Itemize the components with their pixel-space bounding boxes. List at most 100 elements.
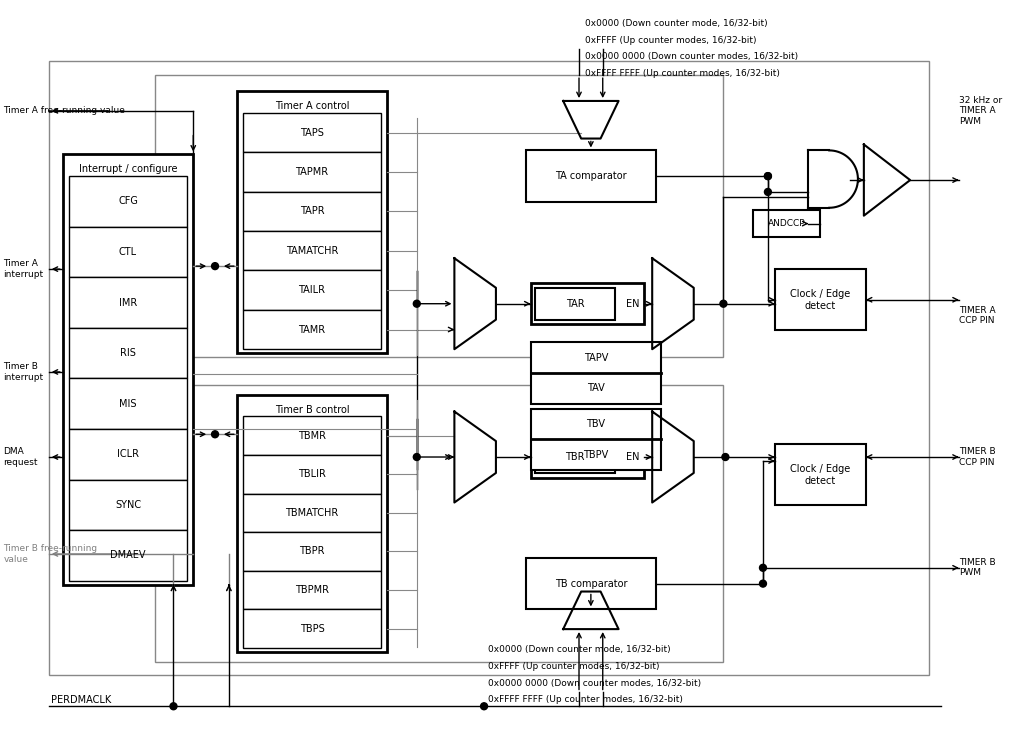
Circle shape — [765, 188, 772, 195]
Bar — [242, 532, 381, 570]
Text: ICLR: ICLR — [117, 449, 139, 459]
Text: TBPR: TBPR — [299, 546, 324, 556]
Bar — [69, 429, 187, 480]
Bar — [535, 288, 615, 319]
Text: TAV: TAV — [587, 383, 605, 393]
Bar — [530, 436, 644, 478]
Bar — [236, 91, 387, 353]
Text: 0x0000 (Down counter mode, 16/32-bit): 0x0000 (Down counter mode, 16/32-bit) — [488, 645, 671, 654]
Text: MIS: MIS — [119, 399, 136, 408]
Circle shape — [765, 173, 772, 180]
Text: EN: EN — [625, 452, 639, 462]
Bar — [530, 408, 662, 470]
Bar — [69, 277, 187, 328]
Bar — [753, 210, 820, 238]
Text: TAMATCHR: TAMATCHR — [286, 246, 338, 255]
Bar — [155, 75, 723, 357]
Bar — [155, 385, 723, 662]
Bar — [242, 270, 381, 310]
Text: Clock / Edge
detect: Clock / Edge detect — [790, 289, 850, 311]
Text: Timer A free-running value: Timer A free-running value — [3, 106, 125, 116]
Text: TBPV: TBPV — [583, 450, 608, 459]
Text: 0xFFFF FFFF (Up counter modes, 16/32-bit): 0xFFFF FFFF (Up counter modes, 16/32-bit… — [488, 696, 683, 704]
Text: Timer A control: Timer A control — [275, 101, 349, 111]
Text: Timer B control: Timer B control — [275, 405, 349, 414]
Text: TAPMR: TAPMR — [295, 167, 328, 177]
Circle shape — [481, 703, 488, 710]
Bar — [69, 176, 187, 227]
Circle shape — [413, 300, 420, 307]
Bar — [530, 283, 644, 325]
Text: RIS: RIS — [120, 348, 136, 358]
Text: IMR: IMR — [119, 297, 137, 308]
Circle shape — [722, 453, 729, 461]
Text: TBPMR: TBPMR — [295, 585, 329, 595]
Bar — [242, 231, 381, 270]
Circle shape — [720, 300, 727, 307]
Text: TIMER B
CCP PIN: TIMER B CCP PIN — [958, 447, 996, 467]
Bar — [69, 480, 187, 530]
Text: 0xFFFF (Up counter modes, 16/32-bit): 0xFFFF (Up counter modes, 16/32-bit) — [488, 662, 660, 670]
Circle shape — [413, 453, 420, 461]
Text: 32 kHz or
TIMER A
PWM: 32 kHz or TIMER A PWM — [958, 96, 1002, 126]
Text: ANDCCP: ANDCCP — [768, 219, 806, 228]
Text: EN: EN — [625, 299, 639, 308]
Bar — [525, 150, 656, 202]
Bar — [242, 191, 381, 231]
Bar — [242, 113, 381, 152]
Bar — [242, 152, 381, 191]
Bar — [242, 417, 381, 455]
Text: CFG: CFG — [118, 197, 138, 206]
Text: Timer B free-running
value: Timer B free-running value — [3, 544, 98, 564]
Text: 0x0000 (Down counter mode, 16/32-bit): 0x0000 (Down counter mode, 16/32-bit) — [585, 19, 768, 28]
Text: TBR: TBR — [566, 452, 585, 462]
Bar — [535, 441, 615, 473]
Bar — [242, 455, 381, 494]
Bar — [69, 530, 187, 581]
Text: TBV: TBV — [587, 419, 605, 429]
Text: TA comparator: TA comparator — [556, 171, 626, 181]
Bar — [242, 570, 381, 609]
Text: TAPR: TAPR — [300, 206, 324, 216]
Circle shape — [765, 173, 772, 180]
Text: PERDMACLK: PERDMACLK — [50, 696, 111, 705]
Bar — [242, 310, 381, 349]
Circle shape — [211, 431, 218, 438]
Bar — [775, 444, 866, 506]
Circle shape — [760, 565, 767, 571]
Text: DMA
request: DMA request — [3, 447, 37, 467]
Bar — [63, 155, 193, 584]
Bar — [525, 558, 656, 609]
Text: TBLIR: TBLIR — [298, 470, 326, 479]
Text: TBMATCHR: TBMATCHR — [286, 508, 338, 518]
Bar — [242, 609, 381, 648]
Text: 0xFFFF FFFF (Up counter modes, 16/32-bit): 0xFFFF FFFF (Up counter modes, 16/32-bit… — [585, 69, 780, 78]
Text: Timer A
interrupt: Timer A interrupt — [3, 259, 43, 279]
Text: 0x0000 0000 (Down counter modes, 16/32-bit): 0x0000 0000 (Down counter modes, 16/32-b… — [488, 679, 701, 687]
Circle shape — [760, 580, 767, 587]
Text: TBMR: TBMR — [298, 431, 326, 441]
Bar — [69, 227, 187, 277]
Text: CTL: CTL — [119, 247, 137, 257]
Text: TAPV: TAPV — [584, 353, 608, 363]
Text: DMAEV: DMAEV — [110, 551, 145, 560]
Text: TAILR: TAILR — [299, 285, 325, 295]
Circle shape — [211, 263, 218, 269]
Text: TAMR: TAMR — [298, 325, 325, 334]
Text: TBPS: TBPS — [300, 623, 324, 634]
Bar — [530, 342, 662, 403]
Text: TAR: TAR — [566, 299, 585, 308]
Text: 0xFFFF (Up counter modes, 16/32-bit): 0xFFFF (Up counter modes, 16/32-bit) — [585, 35, 756, 45]
Bar — [69, 378, 187, 429]
Text: TB comparator: TB comparator — [554, 578, 627, 589]
Circle shape — [170, 703, 177, 710]
Text: TIMER B
PWM: TIMER B PWM — [958, 558, 996, 578]
Text: SYNC: SYNC — [115, 500, 141, 510]
Text: Interrupt / configure: Interrupt / configure — [79, 164, 177, 174]
Bar — [242, 494, 381, 532]
Bar — [48, 61, 929, 675]
Text: TAPS: TAPS — [300, 127, 324, 138]
Text: Timer B
interrupt: Timer B interrupt — [3, 362, 43, 382]
Bar — [69, 328, 187, 378]
Text: 0x0000 0000 (Down counter modes, 16/32-bit): 0x0000 0000 (Down counter modes, 16/32-b… — [585, 52, 798, 62]
